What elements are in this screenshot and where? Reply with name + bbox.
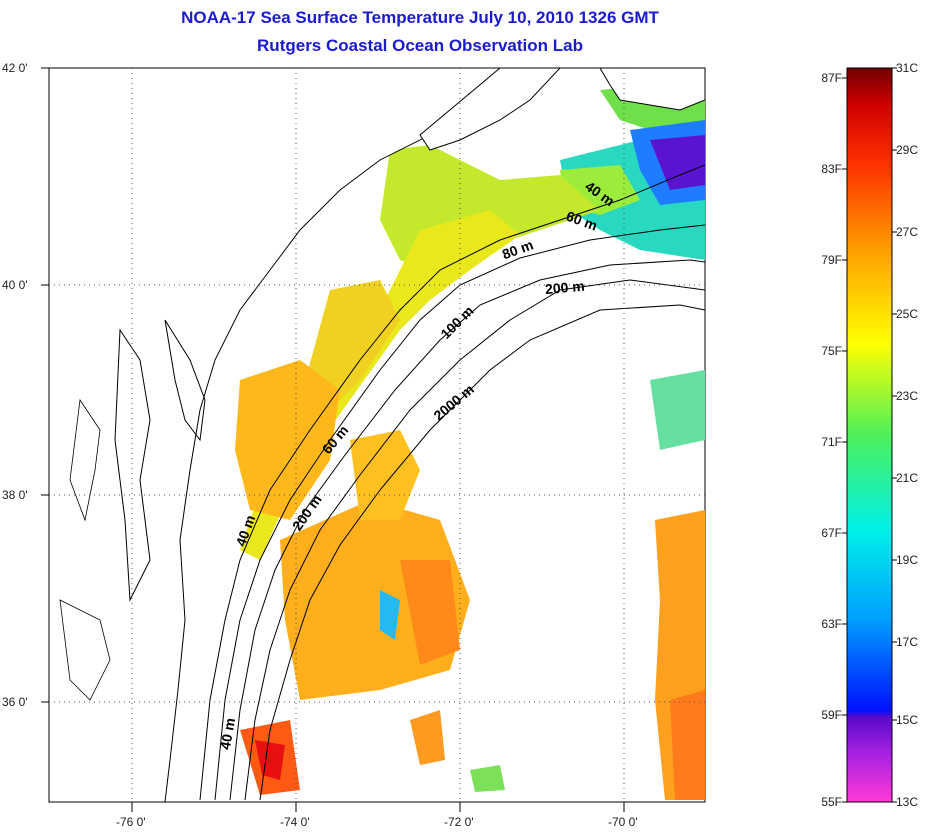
colorbar-f-label: 75F — [821, 344, 842, 358]
lat-tick-label: 42 0' — [2, 61, 28, 75]
colorbar-c-label: 25C — [896, 307, 919, 321]
lon-tick-label: -70 0' — [608, 815, 638, 829]
colorbar-c-label: 27C — [896, 225, 919, 239]
lat-tick-label: 38 0' — [2, 488, 28, 502]
colorbar-c-label: 23C — [896, 389, 919, 403]
map-title: NOAA-17 Sea Surface Temperature July 10,… — [181, 8, 659, 27]
contour-label: 40 m — [217, 717, 238, 751]
colorbar-f-label: 55F — [821, 795, 842, 809]
sst-data-layer — [235, 80, 705, 800]
lat-tick-label: 36 0' — [2, 695, 28, 709]
colorbar-f-label: 63F — [821, 617, 842, 631]
bathymetry-contours — [199, 164, 705, 801]
colorbar-c-label: 19C — [896, 553, 919, 567]
lat-tick-label: 40 0' — [2, 278, 28, 292]
colorbar-f-label: 59F — [821, 708, 842, 722]
colorbar-f-label: 79F — [821, 253, 842, 267]
colorbar-c-label: 21C — [896, 471, 919, 485]
lon-tick-label: -72 0' — [444, 815, 474, 829]
colorbar-c-label: 29C — [896, 143, 919, 157]
colorbar-c-label: 13C — [896, 795, 919, 809]
colorbar-f-label: 67F — [821, 526, 842, 540]
colorbar-c-label: 15C — [896, 713, 919, 727]
colorbar-c-label: 31C — [896, 61, 919, 75]
colorbar-f-label: 71F — [821, 435, 842, 449]
colorbar-f-label: 87F — [821, 71, 842, 85]
colorbar — [846, 67, 893, 803]
lon-tick-label: -74 0' — [280, 815, 310, 829]
colorbar-c-label: 17C — [896, 635, 919, 649]
lon-tick-label: -76 0' — [116, 815, 146, 829]
colorbar-f-label: 83F — [821, 162, 842, 176]
map-subtitle: Rutgers Coastal Ocean Observation Lab — [257, 36, 583, 55]
contour-label: 200 m — [544, 278, 585, 297]
